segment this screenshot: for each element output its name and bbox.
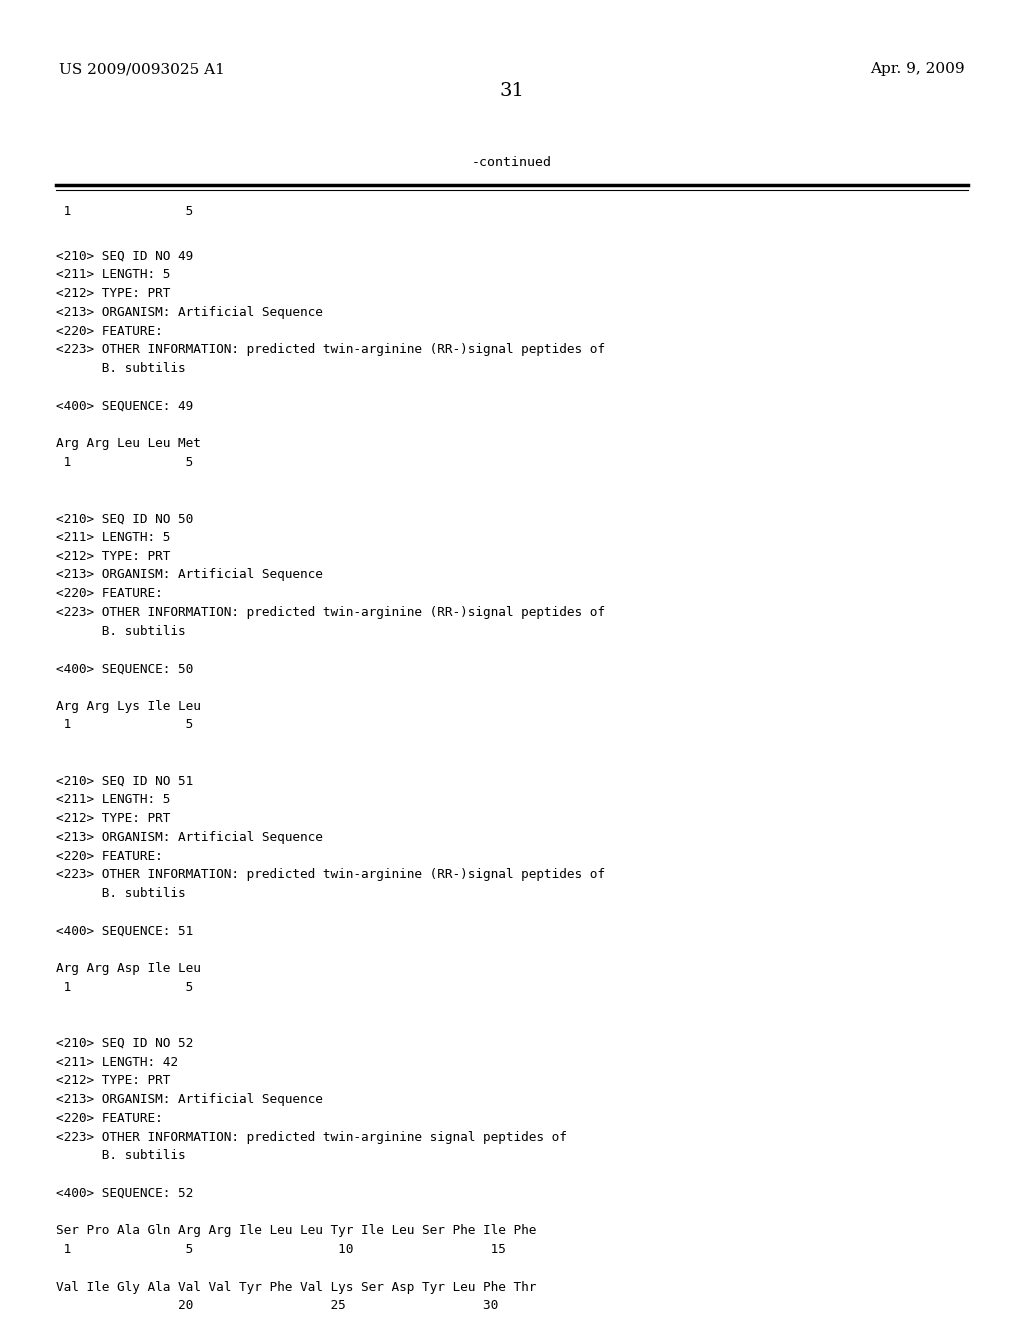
Text: <211> LENGTH: 5: <211> LENGTH: 5 (56, 268, 171, 281)
Text: <213> ORGANISM: Artificial Sequence: <213> ORGANISM: Artificial Sequence (56, 830, 324, 843)
Text: Ser Pro Ala Gln Arg Arg Ile Leu Leu Tyr Ile Leu Ser Phe Ile Phe: Ser Pro Ala Gln Arg Arg Ile Leu Leu Tyr … (56, 1225, 537, 1237)
Text: 1               5: 1 5 (56, 455, 194, 469)
Text: <400> SEQUENCE: 50: <400> SEQUENCE: 50 (56, 663, 194, 675)
Text: <220> FEATURE:: <220> FEATURE: (56, 850, 163, 862)
Text: <400> SEQUENCE: 52: <400> SEQUENCE: 52 (56, 1187, 194, 1200)
Text: B. subtilis: B. subtilis (56, 624, 186, 638)
Text: 1               5: 1 5 (56, 981, 194, 994)
Text: <223> OTHER INFORMATION: predicted twin-arginine signal peptides of: <223> OTHER INFORMATION: predicted twin-… (56, 1131, 567, 1143)
Text: Apr. 9, 2009: Apr. 9, 2009 (870, 62, 965, 77)
Text: <211> LENGTH: 5: <211> LENGTH: 5 (56, 531, 171, 544)
Text: <210> SEQ ID NO 52: <210> SEQ ID NO 52 (56, 1038, 194, 1049)
Text: B. subtilis: B. subtilis (56, 887, 186, 900)
Text: <223> OTHER INFORMATION: predicted twin-arginine (RR-)signal peptides of: <223> OTHER INFORMATION: predicted twin-… (56, 606, 605, 619)
Text: Arg Arg Leu Leu Met: Arg Arg Leu Leu Met (56, 437, 201, 450)
Text: 1               5: 1 5 (56, 718, 194, 731)
Text: -continued: -continued (472, 156, 552, 169)
Text: <213> ORGANISM: Artificial Sequence: <213> ORGANISM: Artificial Sequence (56, 1093, 324, 1106)
Text: <212> TYPE: PRT: <212> TYPE: PRT (56, 812, 171, 825)
Text: <220> FEATURE:: <220> FEATURE: (56, 587, 163, 601)
Text: <400> SEQUENCE: 49: <400> SEQUENCE: 49 (56, 400, 194, 413)
Text: <400> SEQUENCE: 51: <400> SEQUENCE: 51 (56, 924, 194, 937)
Text: <213> ORGANISM: Artificial Sequence: <213> ORGANISM: Artificial Sequence (56, 569, 324, 581)
Text: B. subtilis: B. subtilis (56, 362, 186, 375)
Text: 20                  25                  30: 20 25 30 (56, 1299, 499, 1312)
Text: <211> LENGTH: 42: <211> LENGTH: 42 (56, 1056, 178, 1069)
Text: <211> LENGTH: 5: <211> LENGTH: 5 (56, 793, 171, 807)
Text: <223> OTHER INFORMATION: predicted twin-arginine (RR-)signal peptides of: <223> OTHER INFORMATION: predicted twin-… (56, 343, 605, 356)
Text: 31: 31 (500, 82, 524, 100)
Text: <210> SEQ ID NO 49: <210> SEQ ID NO 49 (56, 249, 194, 263)
Text: Arg Arg Asp Ile Leu: Arg Arg Asp Ile Leu (56, 962, 201, 975)
Text: US 2009/0093025 A1: US 2009/0093025 A1 (59, 62, 225, 77)
Text: 1               5: 1 5 (56, 205, 194, 218)
Text: B. subtilis: B. subtilis (56, 1150, 186, 1163)
Text: <220> FEATURE:: <220> FEATURE: (56, 1111, 163, 1125)
Text: <220> FEATURE:: <220> FEATURE: (56, 325, 163, 338)
Text: Val Ile Gly Ala Val Val Tyr Phe Val Lys Ser Asp Tyr Leu Phe Thr: Val Ile Gly Ala Val Val Tyr Phe Val Lys … (56, 1280, 537, 1294)
Text: 1               5                   10                  15: 1 5 10 15 (56, 1243, 506, 1257)
Text: Arg Arg Lys Ile Leu: Arg Arg Lys Ile Leu (56, 700, 201, 713)
Text: <212> TYPE: PRT: <212> TYPE: PRT (56, 549, 171, 562)
Text: <223> OTHER INFORMATION: predicted twin-arginine (RR-)signal peptides of: <223> OTHER INFORMATION: predicted twin-… (56, 869, 605, 882)
Text: <210> SEQ ID NO 50: <210> SEQ ID NO 50 (56, 512, 194, 525)
Text: <210> SEQ ID NO 51: <210> SEQ ID NO 51 (56, 775, 194, 788)
Text: <212> TYPE: PRT: <212> TYPE: PRT (56, 1074, 171, 1088)
Text: <212> TYPE: PRT: <212> TYPE: PRT (56, 288, 171, 300)
Text: <213> ORGANISM: Artificial Sequence: <213> ORGANISM: Artificial Sequence (56, 306, 324, 319)
